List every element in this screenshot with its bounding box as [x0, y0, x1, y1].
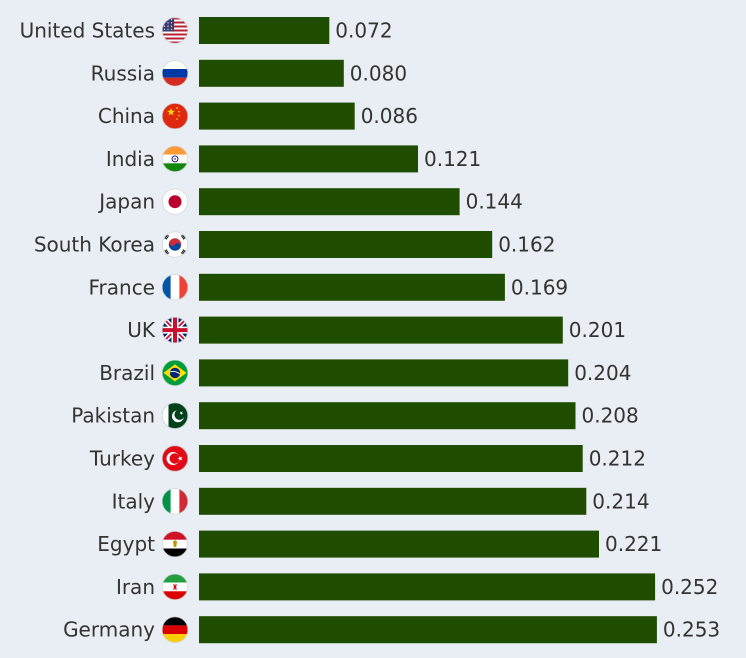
row-uk: UK 0.201 [127, 316, 626, 344]
country-label-italy: Italy [112, 489, 156, 513]
row-germany: Germany 0.253 [63, 616, 720, 644]
bar-pakistan [199, 402, 576, 430]
value-label-japan: 0.144 [466, 190, 523, 214]
country-label-germany: Germany [63, 618, 155, 642]
bar-uk [199, 316, 563, 344]
bar-italy [199, 487, 587, 515]
bar-united-states [199, 17, 330, 44]
country-label-egypt: Egypt [97, 532, 155, 556]
bar-india [199, 145, 418, 173]
value-label-china: 0.086 [361, 104, 418, 128]
value-label-turkey: 0.212 [589, 447, 646, 471]
bar-turkey [199, 445, 583, 472]
value-label-egypt: 0.221 [605, 532, 662, 556]
country-label-uk: UK [127, 318, 156, 342]
value-label-brazil: 0.204 [574, 361, 631, 385]
country-label-china: China [98, 104, 155, 128]
italy-flag-icon [162, 488, 188, 515]
bar-germany [199, 616, 657, 644]
row-japan: Japan 0.144 [97, 188, 523, 216]
country-label-brazil: Brazil [99, 361, 155, 385]
value-label-russia: 0.080 [350, 61, 407, 85]
bar-south-korea [199, 231, 493, 258]
country-label-turkey: Turkey [89, 447, 155, 471]
country-label-iran: Iran [116, 575, 155, 599]
row-pakistan: Pakistan 0.208 [71, 402, 639, 430]
france-flag-icon [162, 274, 188, 301]
row-turkey: Turkey 0.212 [89, 445, 646, 472]
row-south-korea: South Korea 0.162 [34, 231, 555, 258]
country-label-france: France [88, 275, 155, 299]
pakistan-flag-icon [162, 402, 188, 429]
south-korea-flag-icon [162, 231, 188, 258]
value-label-germany: 0.253 [663, 618, 720, 642]
row-iran: Iran 0.252 [116, 573, 718, 601]
chart-rows: United States 0.072 Russia 0.080 China 0.086 I… [20, 17, 720, 644]
row-china: China 0.086 [98, 102, 418, 130]
bar-france [199, 273, 505, 301]
japan-flag-icon [162, 188, 188, 215]
bar-brazil [199, 359, 569, 387]
row-italy: Italy 0.214 [112, 487, 650, 515]
row-india: India 0.121 [106, 145, 481, 173]
germany-flag-icon [162, 616, 188, 643]
bar-japan [199, 188, 460, 216]
egypt-flag-icon [162, 531, 188, 558]
bar-russia [199, 59, 344, 87]
brazil-flag-icon [162, 359, 188, 386]
row-france: France 0.169 [88, 273, 568, 301]
country-label-south-korea: South Korea [34, 233, 155, 257]
bar-iran [199, 573, 656, 601]
country-label-united-states: United States [20, 19, 155, 43]
value-label-uk: 0.201 [569, 318, 626, 342]
row-united-states: United States 0.072 [20, 17, 393, 44]
country-label-japan: Japan [97, 190, 155, 214]
value-label-south-korea: 0.162 [498, 233, 555, 257]
turkey-flag-icon [162, 445, 188, 472]
value-label-italy: 0.214 [592, 489, 649, 513]
bar-china [199, 102, 355, 130]
india-flag-icon [162, 145, 188, 172]
row-brazil: Brazil 0.204 [99, 359, 631, 387]
russia-flag-icon [162, 60, 188, 87]
uk-flag-icon [162, 317, 188, 344]
china-flag-icon [162, 103, 188, 130]
bar-egypt [199, 530, 599, 558]
country-label-pakistan: Pakistan [71, 404, 155, 428]
value-label-france: 0.169 [511, 275, 568, 299]
row-egypt: Egypt 0.221 [97, 530, 662, 558]
value-label-pakistan: 0.208 [582, 404, 639, 428]
value-label-iran: 0.252 [661, 575, 718, 599]
country-label-russia: Russia [91, 61, 155, 85]
value-label-united-states: 0.072 [335, 19, 392, 43]
us-flag-icon [162, 17, 188, 44]
value-label-india: 0.121 [424, 147, 481, 171]
iran-flag-icon [162, 573, 188, 600]
country-label-india: India [106, 147, 155, 171]
row-russia: Russia 0.080 [91, 59, 407, 87]
